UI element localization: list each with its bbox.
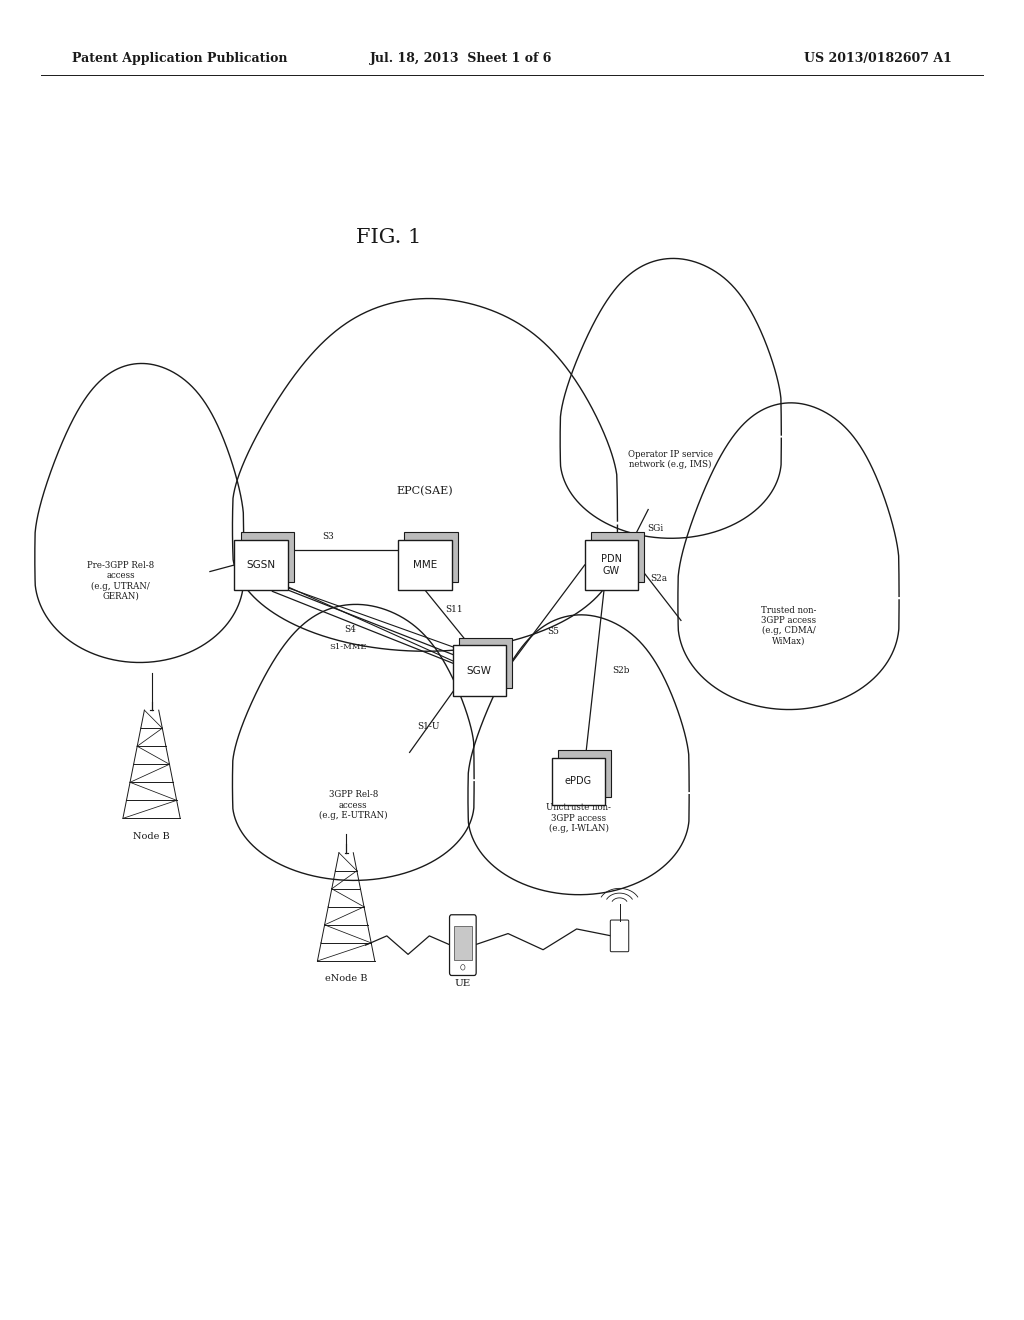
Text: FIG. 1: FIG. 1 — [356, 228, 422, 247]
Ellipse shape — [802, 532, 886, 634]
Ellipse shape — [684, 376, 768, 469]
Ellipse shape — [711, 512, 804, 628]
Polygon shape — [232, 298, 617, 651]
Ellipse shape — [449, 447, 594, 564]
Ellipse shape — [290, 424, 452, 558]
Text: Unctruste non-
3GPP access
(e.g, I-WLAN): Unctruste non- 3GPP access (e.g, I-WLAN) — [546, 804, 611, 833]
FancyBboxPatch shape — [454, 927, 472, 960]
Text: UE: UE — [455, 979, 471, 989]
Ellipse shape — [268, 702, 371, 808]
FancyBboxPatch shape — [585, 540, 638, 590]
Ellipse shape — [110, 469, 194, 581]
Ellipse shape — [521, 494, 637, 586]
Ellipse shape — [726, 413, 793, 486]
Polygon shape — [232, 605, 474, 880]
FancyBboxPatch shape — [404, 532, 458, 582]
Ellipse shape — [371, 422, 525, 556]
Ellipse shape — [640, 356, 728, 462]
Text: Pre-3GPP Rel-8
access
(e.g, UTRAN/
GERAN): Pre-3GPP Rel-8 access (e.g, UTRAN/ GERAN… — [87, 561, 155, 601]
Ellipse shape — [40, 529, 239, 643]
Ellipse shape — [634, 770, 700, 842]
Text: SGi: SGi — [647, 524, 664, 533]
Text: S2b: S2b — [612, 667, 630, 676]
Text: S3: S3 — [322, 532, 334, 541]
FancyBboxPatch shape — [610, 920, 629, 952]
Ellipse shape — [67, 470, 154, 583]
Ellipse shape — [242, 495, 608, 628]
Ellipse shape — [565, 414, 776, 520]
Ellipse shape — [501, 714, 594, 821]
Text: Jul. 18, 2013  Sheet 1 of 6: Jul. 18, 2013 Sheet 1 of 6 — [370, 51, 552, 65]
Ellipse shape — [368, 721, 460, 812]
Ellipse shape — [239, 467, 373, 569]
Text: S5: S5 — [547, 627, 559, 636]
Ellipse shape — [454, 777, 509, 845]
Text: S4: S4 — [344, 626, 356, 635]
Text: Node B: Node B — [133, 832, 170, 841]
Ellipse shape — [563, 392, 641, 473]
FancyBboxPatch shape — [234, 540, 288, 590]
Text: US 2013/0182607 A1: US 2013/0182607 A1 — [805, 51, 952, 65]
Ellipse shape — [592, 733, 676, 825]
Text: S1-MME: S1-MME — [330, 643, 367, 652]
Text: S1-U: S1-U — [417, 722, 439, 731]
FancyBboxPatch shape — [241, 532, 294, 582]
FancyBboxPatch shape — [552, 758, 605, 805]
Ellipse shape — [319, 701, 416, 805]
Polygon shape — [678, 403, 899, 710]
Ellipse shape — [152, 490, 231, 589]
Text: SGW: SGW — [467, 665, 492, 676]
Ellipse shape — [471, 748, 549, 829]
Ellipse shape — [758, 510, 846, 626]
Ellipse shape — [208, 503, 304, 589]
Text: MME: MME — [413, 560, 437, 570]
Text: S11: S11 — [444, 606, 463, 615]
Ellipse shape — [473, 771, 684, 876]
Ellipse shape — [237, 737, 321, 816]
Text: Trusted non-
3GPP access
(e.g, CDMA/
WiMax): Trusted non- 3GPP access (e.g, CDMA/ WiM… — [761, 606, 816, 645]
Text: eNode B: eNode B — [325, 974, 368, 983]
FancyBboxPatch shape — [453, 645, 506, 696]
Polygon shape — [560, 259, 781, 539]
Ellipse shape — [546, 421, 601, 488]
Polygon shape — [35, 363, 244, 663]
Ellipse shape — [217, 764, 278, 832]
Ellipse shape — [239, 758, 468, 862]
Text: Patent Application Publication: Patent Application Publication — [72, 51, 287, 65]
Ellipse shape — [683, 573, 894, 689]
Text: PDN
GW: PDN GW — [601, 554, 622, 576]
Ellipse shape — [844, 573, 910, 652]
Text: 3GPP Rel-8
access
(e.g, E-UTRAN): 3GPP Rel-8 access (e.g, E-UTRAN) — [318, 791, 388, 820]
Text: S2a: S2a — [650, 574, 668, 583]
Text: EPC(SAE): EPC(SAE) — [396, 486, 454, 496]
Ellipse shape — [681, 549, 759, 638]
Text: Operator IP service
network (e.g, IMS): Operator IP service network (e.g, IMS) — [628, 450, 714, 469]
Text: ePDG: ePDG — [565, 776, 592, 787]
Ellipse shape — [548, 713, 636, 818]
FancyBboxPatch shape — [450, 915, 476, 975]
Ellipse shape — [414, 756, 486, 829]
Ellipse shape — [38, 506, 111, 593]
FancyBboxPatch shape — [398, 540, 452, 590]
Text: SGSN: SGSN — [247, 560, 275, 570]
FancyBboxPatch shape — [591, 532, 644, 582]
FancyBboxPatch shape — [459, 638, 512, 688]
Ellipse shape — [191, 529, 254, 607]
Circle shape — [461, 965, 465, 970]
Ellipse shape — [664, 581, 719, 655]
Polygon shape — [468, 615, 689, 895]
FancyBboxPatch shape — [558, 750, 611, 797]
Ellipse shape — [22, 537, 74, 609]
Ellipse shape — [593, 358, 686, 465]
